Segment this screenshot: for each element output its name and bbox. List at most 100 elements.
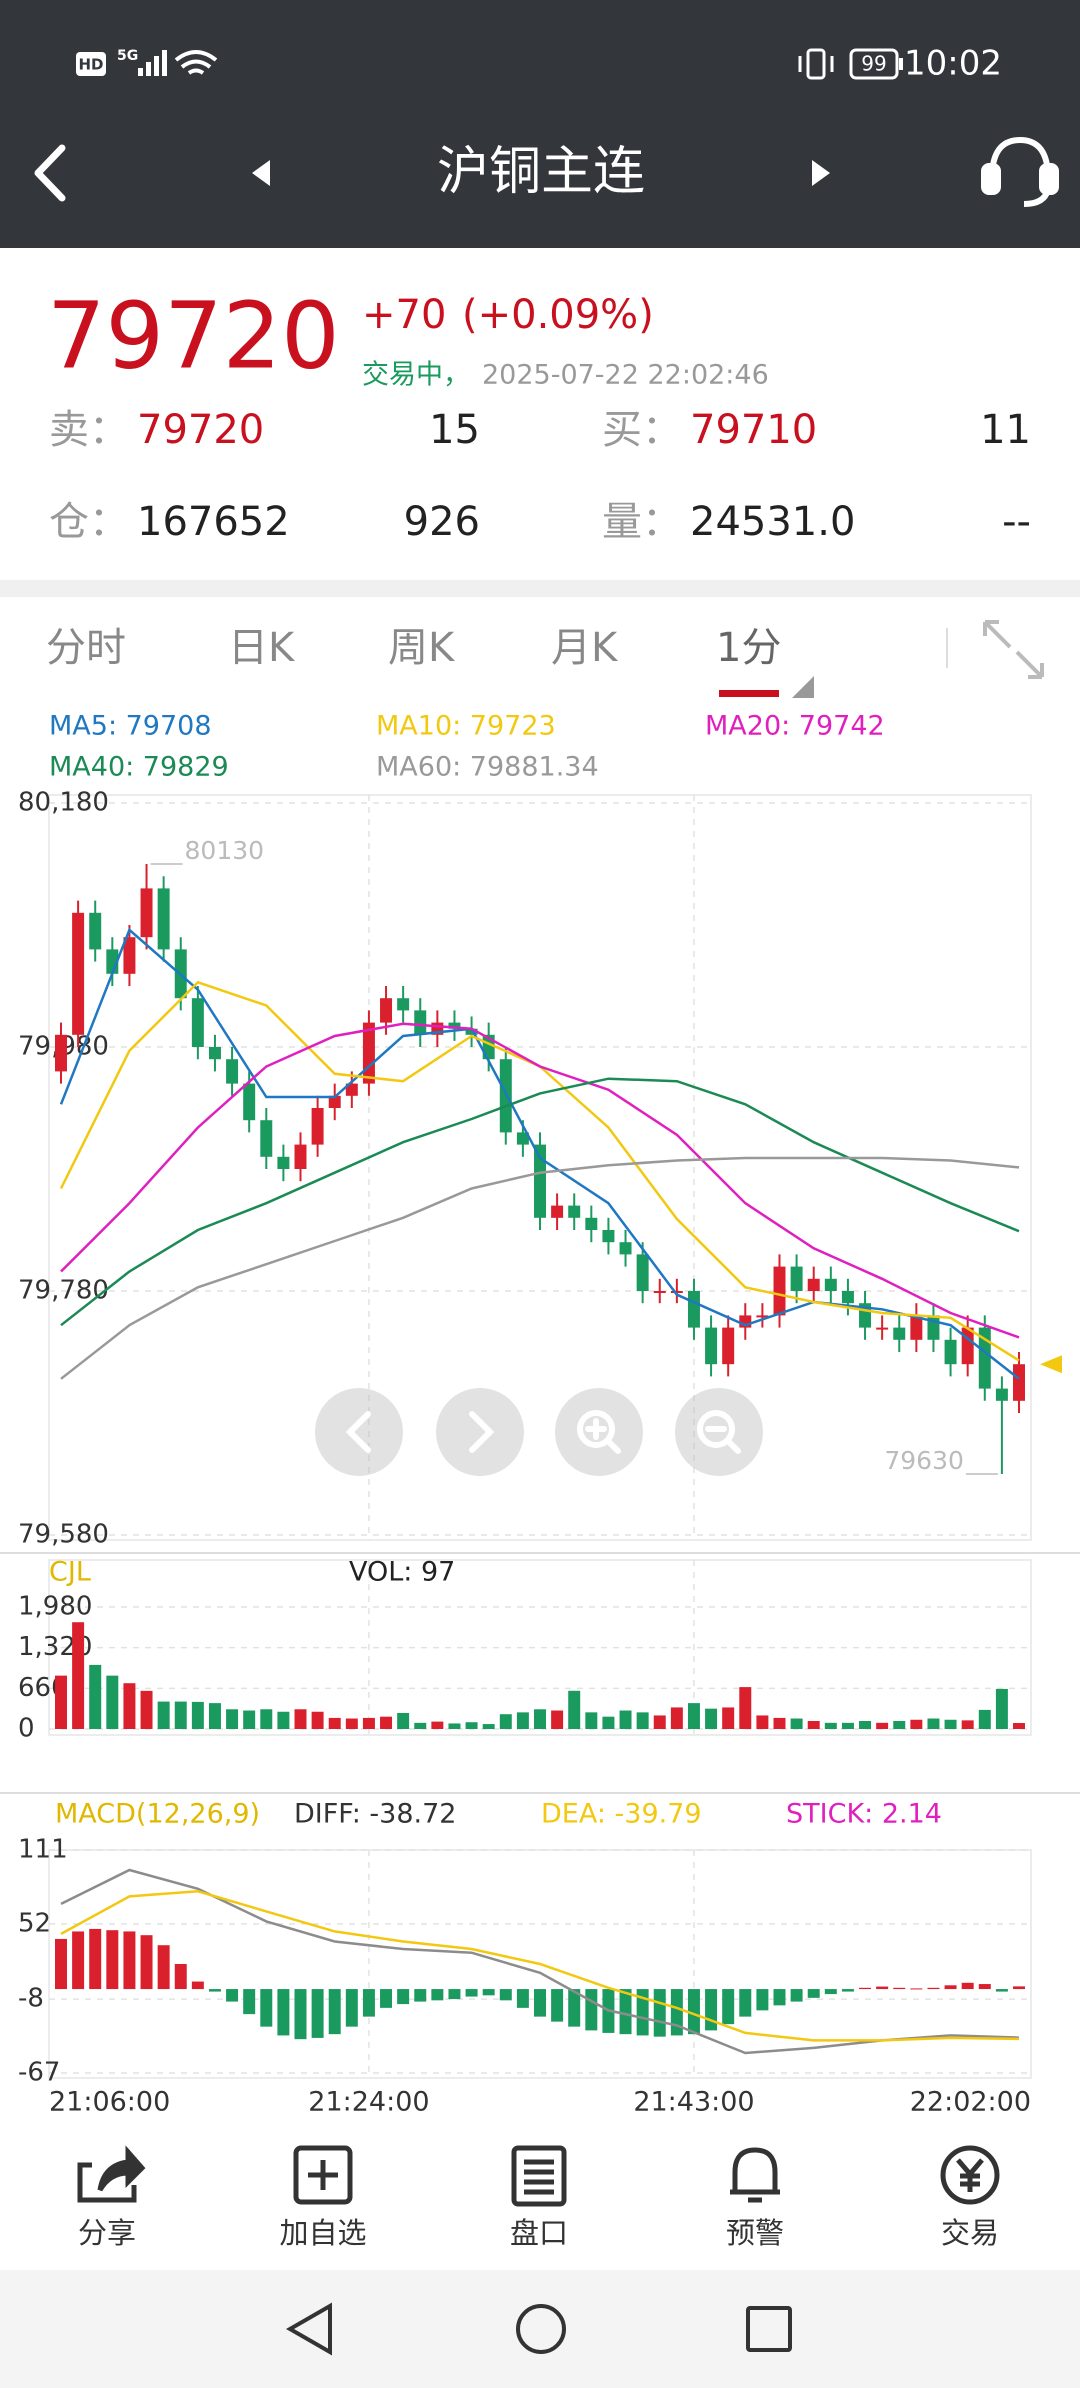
yen-glyph bbox=[956, 2158, 984, 2192]
min-label: 79630 bbox=[884, 1446, 964, 1475]
volume-bar bbox=[516, 1712, 529, 1729]
candle-body bbox=[739, 1315, 752, 1328]
nav-back[interactable] bbox=[285, 2302, 332, 2356]
macd-stick bbox=[944, 1985, 957, 1990]
clock: 10:02 bbox=[904, 44, 1002, 84]
back-button[interactable] bbox=[34, 144, 66, 202]
candle-body bbox=[55, 1034, 67, 1072]
fullscreen-button[interactable] bbox=[983, 620, 1044, 679]
prev-contract-button[interactable] bbox=[252, 160, 270, 186]
legend-entry: STICK: 2.14 bbox=[786, 1799, 942, 1830]
legend-entry: MA5: 79708 bbox=[49, 711, 212, 742]
macd-stick bbox=[995, 1989, 1008, 1992]
last-price: 79720 bbox=[47, 282, 340, 389]
service-button[interactable] bbox=[981, 136, 1059, 207]
candle-body bbox=[722, 1327, 735, 1365]
toolbar-labels: 分享 加自选 盘口 预警 交易 bbox=[78, 2216, 999, 2250]
plot-frame bbox=[48, 794, 1032, 1541]
toolbar-button[interactable]: 交易 bbox=[941, 2216, 999, 2250]
candle-body bbox=[961, 1327, 974, 1365]
toolbar-button[interactable]: 分享 bbox=[78, 2216, 136, 2250]
macd-stick bbox=[790, 1989, 803, 2002]
next-contract-button[interactable] bbox=[812, 160, 830, 186]
macd-stick bbox=[243, 1989, 256, 2015]
candle-body bbox=[157, 888, 170, 950]
volume-bar bbox=[208, 1703, 221, 1729]
macd-stick bbox=[191, 1981, 204, 1990]
panel-title: CJL bbox=[49, 1557, 91, 1588]
toolbar-button[interactable]: 盘口 bbox=[510, 2216, 568, 2250]
toolbar-button[interactable]: 预警 bbox=[726, 2216, 784, 2250]
candle-body bbox=[89, 912, 102, 950]
volume-bar bbox=[927, 1718, 940, 1729]
toolbar-button[interactable]: 加自选 bbox=[279, 2216, 366, 2250]
x-tick-label: 21:43:00 bbox=[633, 2087, 754, 2118]
macd-stick bbox=[55, 1938, 67, 1990]
volume-bar bbox=[277, 1711, 290, 1729]
tab[interactable]: 分时 bbox=[46, 625, 126, 671]
y-tick-label: 0 bbox=[18, 1714, 35, 1744]
divider-band bbox=[0, 580, 1080, 597]
candle-body bbox=[670, 1291, 683, 1293]
scroll-right-button[interactable] bbox=[436, 1388, 524, 1476]
volume-bar bbox=[773, 1717, 786, 1729]
macd-stick bbox=[448, 1989, 461, 2000]
hd-icon bbox=[76, 52, 106, 76]
candle-body bbox=[414, 1010, 427, 1035]
y-tick-label: 80,180 bbox=[18, 788, 109, 818]
candle-body bbox=[106, 949, 119, 974]
macd-stick bbox=[465, 1989, 478, 1997]
macd-stick bbox=[260, 1989, 273, 2027]
candle-body bbox=[705, 1327, 718, 1365]
candle-body bbox=[482, 1034, 495, 1060]
candle-body bbox=[773, 1266, 786, 1316]
price-change: +70 bbox=[362, 292, 446, 338]
volume-bar bbox=[72, 1622, 85, 1729]
macd-stick bbox=[311, 1989, 324, 2038]
candle-body bbox=[636, 1254, 649, 1291]
share-arrow bbox=[97, 2145, 146, 2192]
tab-selected[interactable]: 1分 bbox=[716, 625, 781, 671]
candle-body bbox=[859, 1303, 872, 1328]
ma-line bbox=[60, 1077, 1020, 1327]
volume-bar bbox=[756, 1715, 769, 1729]
y-tick-label: -8 bbox=[18, 1984, 44, 2014]
tab[interactable]: 周K bbox=[388, 625, 456, 671]
ma-line bbox=[59, 927, 1020, 1380]
volume-bar bbox=[585, 1712, 598, 1729]
macd-stick bbox=[568, 1989, 581, 2027]
volume-bar bbox=[653, 1715, 666, 1729]
macd-stick bbox=[123, 1931, 136, 1990]
candle-body bbox=[191, 998, 204, 1047]
macd-stick bbox=[380, 1989, 393, 2008]
signal-icon bbox=[138, 50, 167, 76]
x-tick-label: 22:02:00 bbox=[910, 2087, 1031, 2118]
volume-bar bbox=[893, 1720, 906, 1729]
volume-bar bbox=[995, 1688, 1008, 1729]
macd-stick bbox=[157, 1945, 170, 1990]
quote-value: 167652 bbox=[137, 499, 290, 545]
tab-dropdown[interactable] bbox=[792, 676, 814, 698]
candle-body bbox=[653, 1291, 666, 1293]
candle-body bbox=[910, 1315, 923, 1340]
candle-body bbox=[328, 1095, 341, 1108]
nav-home[interactable] bbox=[516, 2304, 566, 2354]
quote-value: 79720 bbox=[137, 407, 264, 453]
quote-qty: 15 bbox=[429, 407, 480, 453]
macd-stick bbox=[653, 1989, 666, 2037]
macd-stick bbox=[72, 1931, 85, 1990]
candle-body bbox=[226, 1059, 239, 1084]
alert-icon bbox=[730, 2147, 780, 2203]
candle-body bbox=[311, 1108, 324, 1145]
volume-bar bbox=[328, 1717, 341, 1729]
nav-recent[interactable] bbox=[746, 2306, 792, 2352]
tab[interactable]: 日K bbox=[228, 625, 296, 671]
candle-body bbox=[790, 1266, 803, 1291]
volume-bar bbox=[362, 1717, 375, 1729]
macd-stick bbox=[226, 1989, 239, 2002]
tab[interactable]: 月K bbox=[551, 625, 619, 671]
scroll-left-button[interactable] bbox=[315, 1388, 403, 1476]
candle-body bbox=[585, 1217, 598, 1230]
volume-bar bbox=[106, 1675, 119, 1729]
